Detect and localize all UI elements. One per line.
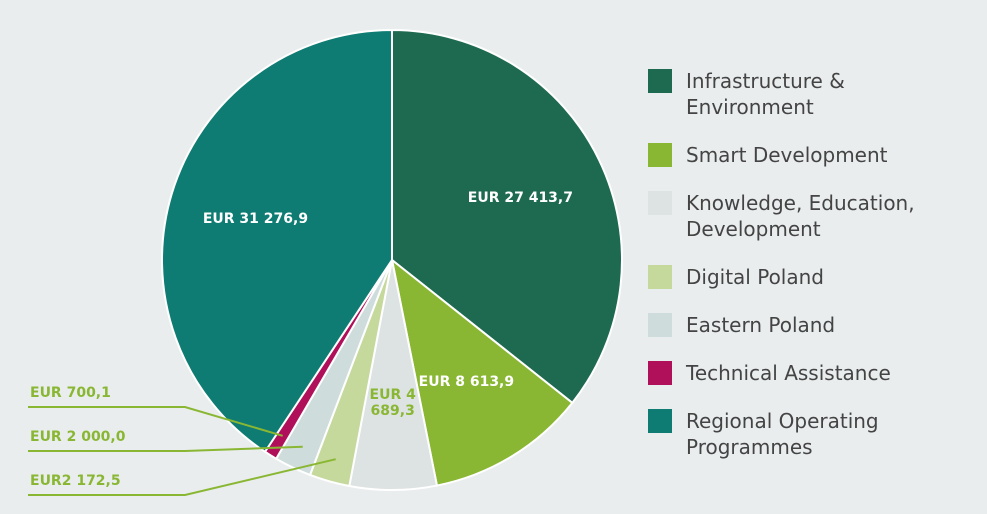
legend-item: Smart Development xyxy=(648,142,978,168)
data-label: EUR 31 276,9 xyxy=(202,210,309,227)
data-label: EUR 8 613,9 xyxy=(418,373,515,390)
legend-swatch xyxy=(648,361,672,385)
legend-item: Eastern Poland xyxy=(648,312,978,338)
legend-label: Digital Poland xyxy=(686,265,824,289)
legend-swatch xyxy=(648,69,672,93)
leader-line xyxy=(28,445,303,452)
legend-label: Eastern Poland xyxy=(686,313,836,337)
legend-label: Technical Assistance xyxy=(686,361,891,385)
data-label: EUR 27 413,7 xyxy=(467,189,573,206)
legend-label: Regional Operating Programmes xyxy=(686,409,879,459)
legend-swatch xyxy=(648,265,672,289)
legend-item: Digital Poland xyxy=(648,264,978,290)
legend: Infrastructure & Environment Smart Develo… xyxy=(648,68,978,482)
legend-swatch xyxy=(648,143,672,167)
pie-slice xyxy=(161,28,393,454)
legend-item: Technical Assistance xyxy=(648,360,978,386)
legend-swatch xyxy=(648,409,672,433)
data-label: EUR 700,1 xyxy=(30,385,111,401)
legend-label: Smart Development xyxy=(686,143,888,167)
data-label: EUR2 172,5 xyxy=(30,473,121,489)
legend-label: Infrastructure & Environment xyxy=(686,69,845,119)
legend-item: Infrastructure & Environment xyxy=(648,68,978,120)
pie-slice xyxy=(390,257,574,487)
leader-line xyxy=(28,406,283,437)
leader-line xyxy=(28,458,336,496)
legend-item: Regional Operating Programmes xyxy=(648,408,978,460)
legend-label: Knowledge, Education, Development xyxy=(686,191,915,241)
pie-slice xyxy=(391,28,623,405)
legend-swatch xyxy=(648,191,672,215)
legend-swatch xyxy=(648,313,672,337)
legend-item: Knowledge, Education, Development xyxy=(648,190,978,242)
data-label: EUR 2 000,0 xyxy=(30,429,126,445)
data-label: EUR 4 689,3 xyxy=(369,386,416,419)
